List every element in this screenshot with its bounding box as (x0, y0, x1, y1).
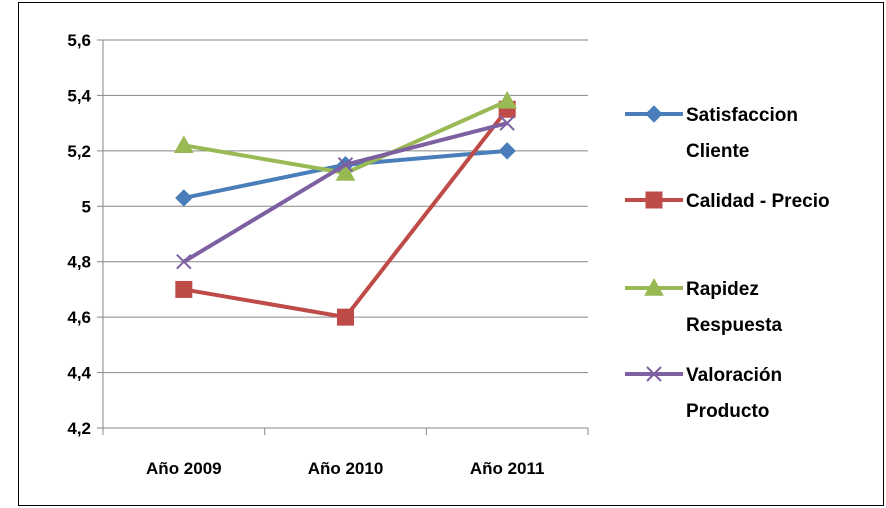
y-tick-label: 4,2 (67, 419, 91, 438)
data-point-marker (175, 189, 193, 207)
legend-label: Respuesta (686, 315, 783, 336)
legend-label: Satisfaccion (686, 105, 798, 126)
data-point-marker (176, 254, 192, 270)
legend-label: Cliente (686, 141, 749, 162)
legend-label: Rapidez (686, 279, 759, 300)
y-tick-label: 4,8 (67, 253, 91, 272)
legend-item: Calidad - Precio (625, 191, 830, 212)
legend-swatch-marker (645, 105, 663, 123)
legend-swatch-marker (646, 366, 662, 382)
legend-item: Rapidez Respuesta (625, 277, 783, 336)
y-tick-label: 4,6 (67, 308, 91, 327)
legend-swatch-marker (645, 191, 663, 209)
series-4 (176, 115, 515, 270)
data-point-marker (497, 90, 518, 109)
series-line (183, 108, 509, 320)
chart-frame (18, 2, 884, 506)
data-point-marker (337, 157, 354, 173)
series-line (182, 121, 508, 264)
legend-item: Satisfaccion Cliente (625, 105, 798, 162)
y-tick-label: 5,2 (67, 142, 91, 161)
legend-item: Valoración Producto (625, 365, 782, 422)
y-tick-label: 5 (82, 197, 91, 216)
x-tick-label: Año 2010 (308, 459, 384, 478)
series-group (173, 90, 518, 326)
series-3 (173, 90, 518, 181)
data-point-marker (337, 308, 354, 326)
legend-label: Calidad - Precio (686, 191, 830, 212)
x-tick-label: Año 2009 (146, 459, 222, 478)
axes (102, 40, 588, 429)
x-tick-label: Año 2011 (470, 459, 545, 478)
data-point-marker (499, 115, 515, 131)
data-point-marker (498, 142, 516, 160)
y-tick-label: 4,4 (67, 364, 91, 383)
x-axis-ticks: Año 2009 Año 2010 Año 2011 (102, 428, 589, 478)
legend-label: Producto (686, 401, 769, 422)
data-point-marker (335, 162, 356, 181)
y-axis-ticks: 4,2 4,4 4,6 4,8 5 5,2 5,4 5,6 (67, 31, 103, 438)
legend-label: Valoración (686, 365, 782, 386)
data-point-marker (175, 280, 193, 298)
legend-swatch-marker (644, 277, 664, 296)
legend: Satisfaccion Cliente Calidad - Precio Rapid… (625, 105, 830, 422)
y-tick-label: 5,4 (67, 86, 91, 105)
data-point-marker (173, 135, 194, 154)
y-tick-label: 5,6 (67, 31, 91, 50)
